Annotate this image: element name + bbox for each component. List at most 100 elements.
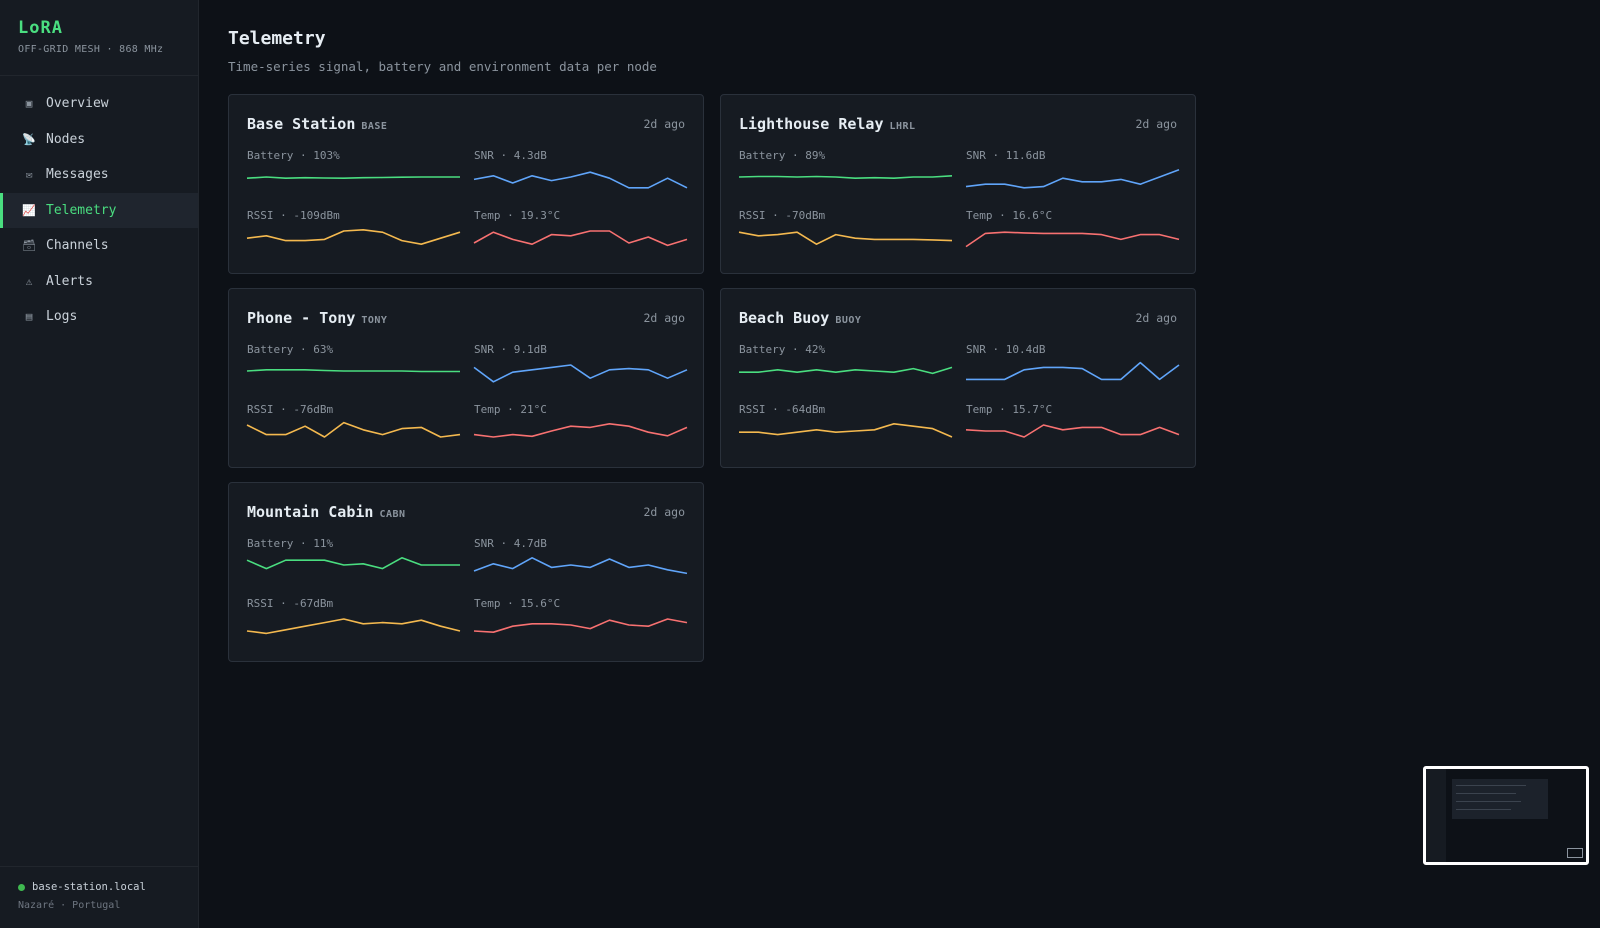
antenna-icon: 📡 [22,132,36,146]
node-name: Base Station BASE [247,115,387,133]
node-tag: LHRL [889,121,916,132]
temp-sparkline [473,618,688,634]
overview-icon: ▣ [25,97,33,111]
snr-sparkline [965,169,1180,189]
snr-label: SNR · 11.6dB [966,149,1046,162]
battery-sparkline [246,557,460,570]
sidebar-item-label: Alerts [46,273,93,289]
sidebar-item-overview[interactable]: ▣ Overview [0,86,198,122]
rssi-sparkline [246,421,461,438]
node-card[interactable]: Mountain Cabin CABN 2d ago Battery · 11% SNR… [228,482,704,662]
snr-series-line [473,557,688,575]
rssi-series-line [246,229,461,246]
battery-label: Battery · 89% [739,149,826,162]
temp-series-line [473,618,688,634]
sidebar-item-channels[interactable]: 🗃 Channels [0,228,198,264]
temp-metric: Temp · 15.6°C [473,597,688,641]
last-seen: 2d ago [643,311,685,325]
battery-sparkline [246,369,460,373]
battery-metric: Battery · 103% [246,149,460,193]
sidebar-item-logs[interactable]: ▤ Logs [0,299,198,335]
rssi-sparkline [739,423,953,438]
host-status: base-station.local [18,881,180,893]
snr-metric: SNR · 10.4dB [966,343,1180,387]
battery-label: Battery · 42% [739,343,826,356]
minimap-line [1456,793,1516,794]
battery-sparkline [739,366,953,375]
rssi-metric: RSSI · -70dBm [738,209,953,253]
node-card[interactable]: Lighthouse Relay LHRL 2d ago Battery · 89% S… [720,94,1196,274]
node-tag: BUOY [835,315,862,326]
snr-metric: SNR · 9.1dB [473,343,688,387]
rssi-metric: RSSI · -67dBm [246,597,461,641]
rssi-label: RSSI · -64dBm [739,403,826,416]
rssi-series-line [246,618,461,635]
snr-sparkline [473,171,688,189]
temp-label: Temp · 19.3°C [474,209,561,222]
battery-metric: Battery · 42% [739,343,953,387]
temp-series-line [965,231,1180,248]
sidebar-item-telemetry[interactable]: 📈 Telemetry [0,192,198,228]
minimap-line [1456,785,1526,786]
battery-metric: Battery · 89% [738,149,953,193]
envelope-icon: ✉ [25,168,33,182]
page-title: Telemetry [228,28,326,49]
node-card[interactable]: Phone - Tony TONY 2d ago Battery · 63% SNR ·… [228,288,704,468]
rssi-series-line [739,423,953,438]
temp-metric: Temp · 19.3°C [473,209,688,253]
minimap[interactable] [1423,766,1589,865]
battery-series-line [246,369,460,373]
battery-label: Battery · 63% [247,343,334,356]
minimap-viewport[interactable] [1567,848,1583,858]
temp-label: Temp · 16.6°C [966,209,1053,222]
snr-label: SNR · 10.4dB [966,343,1046,356]
temp-label: Temp · 15.7°C [966,403,1053,416]
sidebar-item-label: Logs [46,309,78,325]
rssi-metric: RSSI · -109dBm [246,209,461,253]
rssi-metric: RSSI · -76dBm [246,403,461,447]
snr-sparkline [473,557,688,575]
temp-sparkline [965,424,1180,438]
sidebar-item-label: Telemetry [46,202,117,218]
rssi-label: RSSI · -76dBm [247,403,334,416]
node-name-text: Lighthouse Relay [739,115,884,133]
node-card[interactable]: Base Station BASE 2d ago Battery · 103% SNR … [228,94,704,274]
snr-label: SNR · 4.3dB [474,149,547,162]
battery-label: Battery · 103% [247,149,340,162]
battery-series-line [246,176,460,180]
rssi-sparkline [246,618,461,635]
last-seen: 2d ago [643,505,685,519]
node-name: Phone - Tony TONY [247,309,387,327]
battery-series-line [738,175,953,180]
sidebar-item-label: Messages [46,167,109,183]
snr-series-line [966,361,1180,381]
node-tag: CABN [379,509,406,520]
chart-icon: 📈 [22,203,36,217]
node-name: Beach Buoy BUOY [739,309,861,327]
last-seen: 2d ago [643,117,685,131]
sidebar: LoRA OFF-GRID MESH · 868 MHz ▣ Overview 📡 N… [0,0,199,928]
rssi-label: RSSI · -109dBm [247,209,340,222]
minimap-sidebar [1426,769,1446,862]
snr-series-line [965,169,1180,189]
battery-series-line [739,366,953,375]
battery-sparkline [738,175,953,180]
sidebar-item-messages[interactable]: ✉ Messages [0,157,198,193]
rssi-sparkline [246,229,461,246]
sidebar-item-nodes[interactable]: 📡 Nodes [0,122,198,158]
snr-series-line [473,171,688,189]
temp-metric: Temp · 16.6°C [965,209,1180,253]
snr-metric: SNR · 11.6dB [965,149,1180,193]
node-name-text: Beach Buoy [739,309,830,327]
sidebar-item-alerts[interactable]: ⚠ Alerts [0,264,198,300]
node-name-text: Mountain Cabin [247,503,374,521]
channels-icon: 🗃 [22,239,36,253]
warning-icon: ⚠ [25,274,33,288]
temp-sparkline [965,231,1180,248]
temp-metric: Temp · 15.7°C [965,403,1180,447]
node-card[interactable]: Beach Buoy BUOY 2d ago Battery · 42% SNR · 1… [720,288,1196,468]
temp-sparkline [473,423,688,438]
node-name-text: Phone - Tony [247,309,356,327]
node-name: Lighthouse Relay LHRL [739,115,916,133]
battery-series-line [246,557,460,570]
